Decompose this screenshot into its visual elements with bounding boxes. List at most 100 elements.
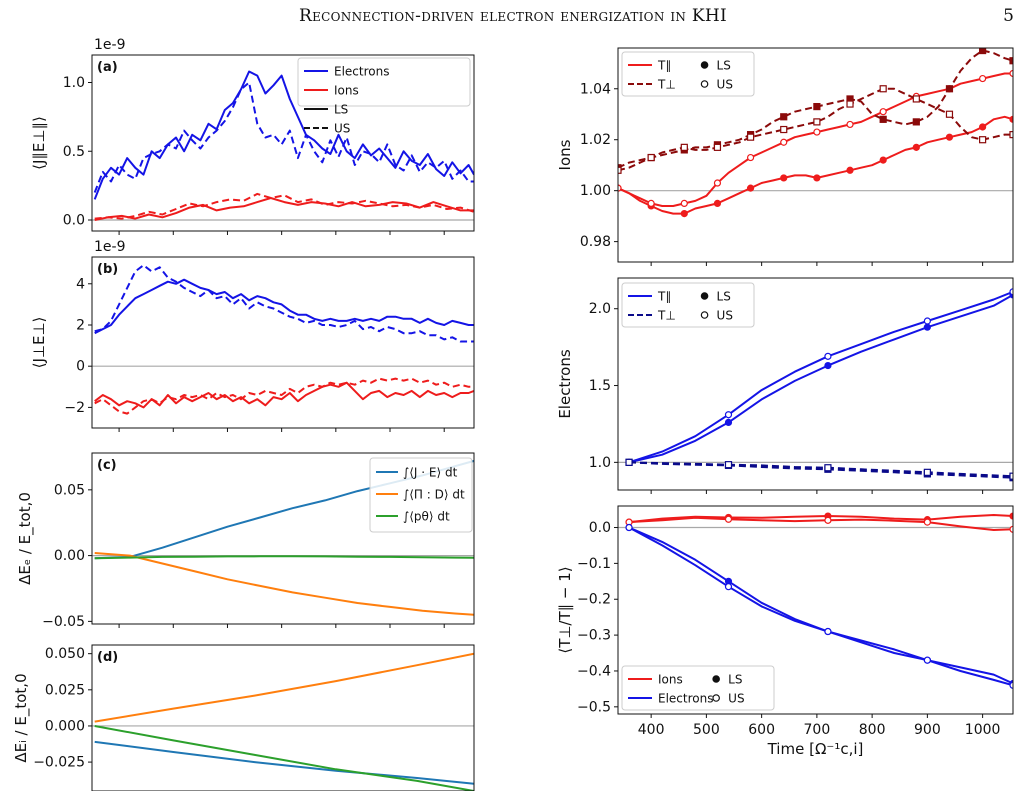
legend-label: LS — [334, 103, 348, 117]
x-tick-label: 800 — [859, 722, 886, 738]
panel-d: −0.025 0.000 0.025 0.050 (d) ΔEᵢ / E_tot,0 — [12, 644, 475, 791]
data-point — [647, 153, 655, 162]
y-tick-label: −0.5 — [577, 699, 611, 715]
y-tick-label: 0.00 — [54, 548, 85, 564]
y-tick-label: 2.0 — [589, 301, 611, 317]
data-point — [923, 468, 931, 476]
axes-frame — [617, 47, 1014, 263]
legend-marker — [700, 292, 709, 300]
x-tick-label: 500 — [693, 722, 720, 738]
data-point — [1009, 57, 1013, 65]
legend-label: LS — [728, 673, 742, 687]
y-tick-label: −2 — [64, 400, 85, 416]
panel-b: −2 0 2 4 1e-9 (b) ⟨J⊥E⊥⟩ — [30, 239, 475, 432]
y-tick-label: 0.5 — [63, 144, 85, 160]
panel-label: (a) — [97, 60, 118, 75]
y-axis-label: ⟨J∥E⊥∥⟩ — [30, 116, 48, 170]
data-point — [647, 199, 655, 208]
series-group — [93, 70, 474, 221]
axis-exponent: 1e-9 — [94, 239, 125, 255]
legend-label: Electrons — [334, 65, 389, 79]
series-line — [93, 81, 474, 193]
data-point — [713, 143, 722, 151]
series-line — [94, 740, 474, 785]
data-point — [625, 458, 633, 466]
data-point — [923, 518, 931, 526]
series-line — [94, 264, 474, 343]
data-point — [923, 323, 931, 331]
y-tick-label: 0.025 — [45, 682, 85, 698]
page-running-title: Reconnection-driven electron energizatio… — [298, 6, 728, 26]
panel-e: 0.98 1.00 1.02 1.04 Ions T∥ T⊥ LS US — [556, 47, 1014, 266]
data-point — [1009, 288, 1013, 296]
data-point — [1009, 115, 1013, 123]
legend-label: ∫⟨Π : D⟩ dt — [403, 488, 465, 502]
y-tick-label: 0.050 — [45, 646, 85, 662]
x-tick-label: 1000 — [965, 722, 1001, 738]
data-point — [1009, 525, 1013, 533]
legend-label: T⊥ — [657, 78, 676, 92]
data-point — [879, 115, 887, 123]
y-tick-label: 1.0 — [63, 75, 85, 91]
panel-c: −0.05 0.00 0.05 (c) ΔEₑ / E_tot,0 ∫⟨J · E⟩ dt… — [16, 452, 475, 630]
data-point — [979, 74, 987, 83]
series-group — [618, 48, 1013, 218]
legend-marker — [700, 80, 709, 88]
data-point — [780, 113, 788, 121]
panel-a: 0.0 0.5 1.0 1e-9 (a) ⟨J∥E⊥∥⟩ Electrons Ions LS US — [30, 37, 475, 235]
data-point — [979, 136, 987, 144]
data-point — [680, 199, 688, 208]
series-group — [625, 512, 1013, 689]
data-point — [1009, 69, 1013, 78]
panel-label: (b) — [97, 262, 118, 277]
page-number: 5 — [1003, 6, 1014, 26]
data-point — [979, 123, 987, 131]
data-point — [724, 461, 733, 469]
y-axis-label: ΔEₑ / E_tot,0 — [16, 492, 35, 585]
data-point — [923, 317, 931, 325]
series-line — [628, 516, 1013, 531]
y-tick-label: 0.0 — [63, 213, 85, 229]
legend-marker — [712, 675, 720, 683]
legend: T∥ T⊥ LS US — [621, 282, 755, 328]
y-tick-label: 4 — [76, 276, 85, 292]
data-point — [846, 166, 854, 174]
legend-label: Ions — [658, 673, 683, 687]
y-tick-label: 1.5 — [589, 378, 611, 394]
panel-label: (d) — [97, 650, 118, 665]
panel-label: (c) — [97, 458, 117, 473]
x-tick-label: 900 — [914, 722, 941, 738]
data-point — [618, 166, 622, 174]
series-line — [94, 197, 474, 221]
y-tick-label: 1.02 — [580, 132, 611, 148]
data-point — [824, 516, 832, 524]
legend-label: T∥ — [657, 59, 671, 73]
legend-label: ∫⟨pθ⟩ dt — [403, 510, 450, 524]
y-tick-label: 0.0 — [589, 520, 611, 536]
series-line — [94, 725, 474, 791]
x-tick-label: 400 — [638, 722, 665, 738]
series-line — [94, 381, 474, 409]
data-point — [724, 583, 733, 591]
panel-g: −0.5 −0.4 −0.3 −0.2 −0.1 0.0 400 500 600 700 800 90… — [556, 505, 1014, 758]
x-tick-label: 700 — [804, 722, 831, 738]
data-point — [813, 118, 821, 126]
data-point — [625, 523, 633, 532]
y-tick-label: 1.0 — [589, 455, 611, 471]
y-axis-label: ΔEᵢ / E_tot,0 — [12, 673, 31, 762]
data-point — [780, 174, 788, 182]
y-tick-label: −0.2 — [577, 592, 611, 608]
data-point — [780, 138, 788, 146]
data-point — [923, 656, 931, 664]
legend-label: LS — [717, 290, 731, 304]
series-group — [94, 264, 474, 415]
legend-label: US — [728, 692, 744, 706]
data-point — [1009, 512, 1013, 520]
data-point — [713, 179, 722, 187]
legend: ∫⟨J · E⟩ dt ∫⟨Π : D⟩ dt ∫⟨pθ⟩ dt — [369, 457, 473, 533]
data-point — [912, 143, 920, 151]
data-point — [846, 120, 854, 129]
data-point — [846, 100, 854, 108]
legend-label: Electrons — [658, 692, 713, 706]
